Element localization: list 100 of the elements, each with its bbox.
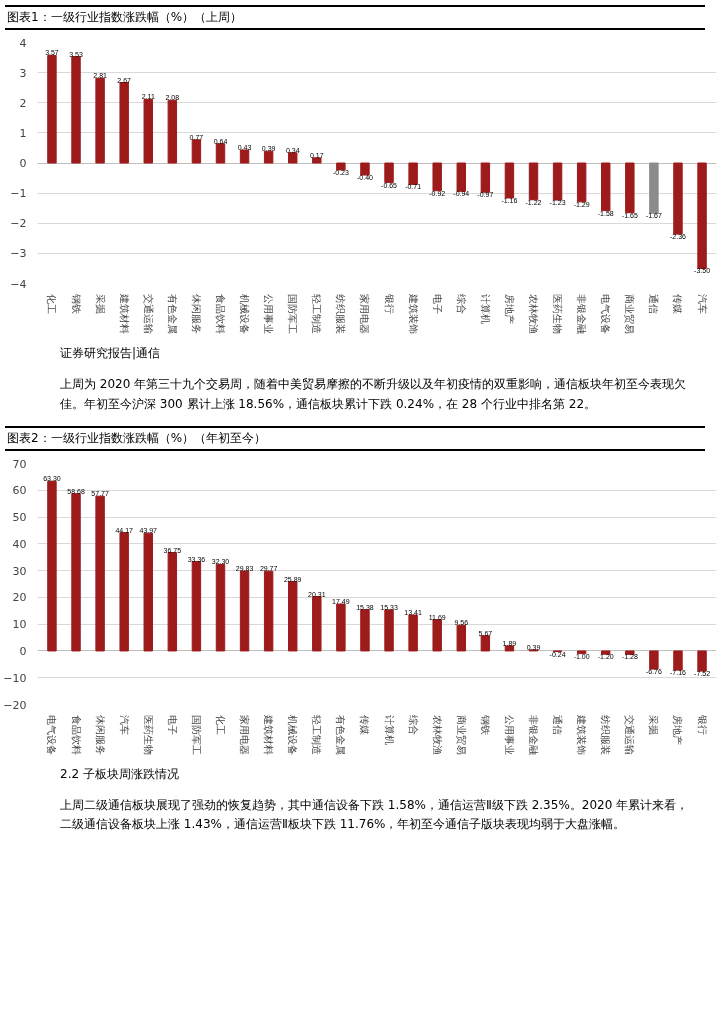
bar — [312, 595, 322, 652]
bar — [119, 82, 129, 164]
x-tick-label: 纺织服装 — [600, 715, 612, 756]
y-tick-label: 3 — [19, 66, 27, 80]
bar — [71, 493, 81, 652]
bar — [504, 645, 515, 652]
x-tick-label: 机械设备 — [287, 715, 299, 756]
x-tick-label: 公用事业 — [263, 294, 275, 335]
bar — [263, 570, 274, 652]
x-tick-label: 电气设备 — [600, 294, 612, 335]
bar — [504, 162, 515, 199]
bar — [263, 150, 274, 164]
x-tick-label: 食品饮料 — [214, 294, 226, 335]
bar — [167, 551, 178, 652]
bar — [215, 563, 226, 652]
x-tick-label: 有色金属 — [335, 715, 347, 756]
bar — [239, 149, 250, 164]
y-tick-label: 1 — [19, 127, 27, 141]
y-tick-label: 0 — [19, 157, 27, 171]
bar — [601, 650, 611, 655]
x-tick-label: 房地产 — [503, 294, 515, 325]
y-tick-label: 40 — [12, 537, 27, 551]
bar — [456, 162, 466, 192]
x-tick-label: 机械设备 — [239, 294, 251, 335]
x-tick-label: 非银金融 — [576, 294, 588, 335]
bar — [480, 162, 491, 193]
bar — [143, 532, 153, 652]
bar — [528, 162, 539, 201]
x-tick-label: 汽车 — [696, 294, 708, 315]
bar — [336, 603, 346, 652]
x-tick-label: 休闲服务 — [190, 294, 202, 335]
bar — [119, 532, 129, 652]
x-tick-label: 采掘 — [648, 715, 660, 736]
bar — [384, 609, 394, 652]
bar — [384, 162, 394, 184]
x-tick-label: 家用电器 — [239, 715, 251, 756]
bar — [191, 139, 202, 164]
y-tick-label: 30 — [12, 564, 27, 578]
x-tick-label: 电子 — [166, 715, 178, 736]
bar — [336, 162, 346, 171]
bar — [288, 152, 298, 164]
x-tick-label: 计算机 — [383, 715, 395, 746]
x-tick-label: 交通运输 — [142, 294, 154, 335]
y-tick-label: −20 — [3, 698, 27, 712]
x-tick-label: 银行 — [383, 293, 395, 315]
bar — [625, 162, 635, 214]
bar — [432, 162, 442, 192]
x-tick-label: 休闲服务 — [94, 715, 106, 756]
x-tick-label: 电子 — [431, 294, 443, 315]
x-tick-label: 商业贸易 — [455, 715, 467, 756]
y-tick-label: 4 — [19, 36, 27, 50]
x-tick-label: 非银金融 — [528, 715, 540, 756]
chart-title: 图表1：一级行业指数涨跌幅（%）（上周） — [7, 9, 243, 26]
bar — [360, 162, 370, 176]
y-tick-label: −3 — [10, 247, 27, 261]
bar — [625, 650, 635, 655]
bar — [408, 614, 418, 652]
text: 上周为 2020 年第三十九个交易周，随着中美贸易摩擦的不断升级以及年初疫情的双重影响，通信板块年初至今表现欠佳。年初至今沪深 300 累计上涨 18.56%，通信板块累计下跌 0.24%，在 28 个行业中排名第 22。 — [60, 376, 688, 413]
x-tick-label: 家用电器 — [359, 294, 371, 335]
bar — [288, 580, 298, 652]
x-tick-label: 食品饮料 — [70, 715, 82, 756]
bar — [239, 570, 250, 652]
bar — [456, 624, 466, 652]
x-tick-label: 通信 — [552, 715, 564, 736]
x-tick-label: 化工 — [46, 294, 58, 315]
bar — [167, 99, 178, 164]
x-tick-label: 房地产 — [672, 715, 684, 746]
bar — [697, 650, 707, 672]
bar — [673, 650, 683, 671]
y-tick-label: 50 — [12, 510, 27, 524]
x-tick-label: 化工 — [214, 715, 226, 736]
bar — [576, 650, 587, 654]
x-tick-label: 采掘 — [94, 294, 106, 315]
x-tick-label: 综合 — [407, 715, 419, 736]
x-tick-label: 银行 — [696, 714, 708, 736]
bar — [480, 635, 491, 652]
x-tick-label: 建筑装饰 — [576, 714, 588, 756]
text: 2.2 子板块周涨跌情况 — [60, 765, 179, 783]
bar — [673, 162, 683, 235]
x-tick-label: 交通运输 — [624, 715, 636, 756]
x-tick-label: 通信 — [648, 294, 660, 315]
y-tick-label: −1 — [10, 187, 27, 201]
y-tick-label: 60 — [12, 484, 27, 498]
chart-title: 图表2：一级行业指数涨跌幅（%）（年初至今） — [7, 429, 267, 447]
x-tick-label: 建筑材料 — [263, 714, 275, 756]
x-tick-label: 商业贸易 — [624, 294, 636, 335]
bar — [191, 560, 202, 652]
bar — [552, 162, 563, 201]
x-tick-label: 农林牧渔 — [431, 715, 443, 756]
x-tick-label: 轻工制造 — [311, 715, 323, 756]
y-tick-label: 10 — [12, 618, 27, 632]
x-tick-label: 传媒 — [359, 715, 371, 736]
x-tick-label: 轻工制造 — [311, 294, 323, 335]
bar — [408, 162, 418, 186]
bar — [601, 162, 611, 212]
bar — [95, 77, 105, 164]
text: 证券研究报告|通信 — [60, 345, 161, 363]
bar — [697, 162, 707, 270]
x-tick-label: 钢铁 — [479, 714, 491, 736]
x-tick-label: 医药生物 — [552, 294, 564, 335]
